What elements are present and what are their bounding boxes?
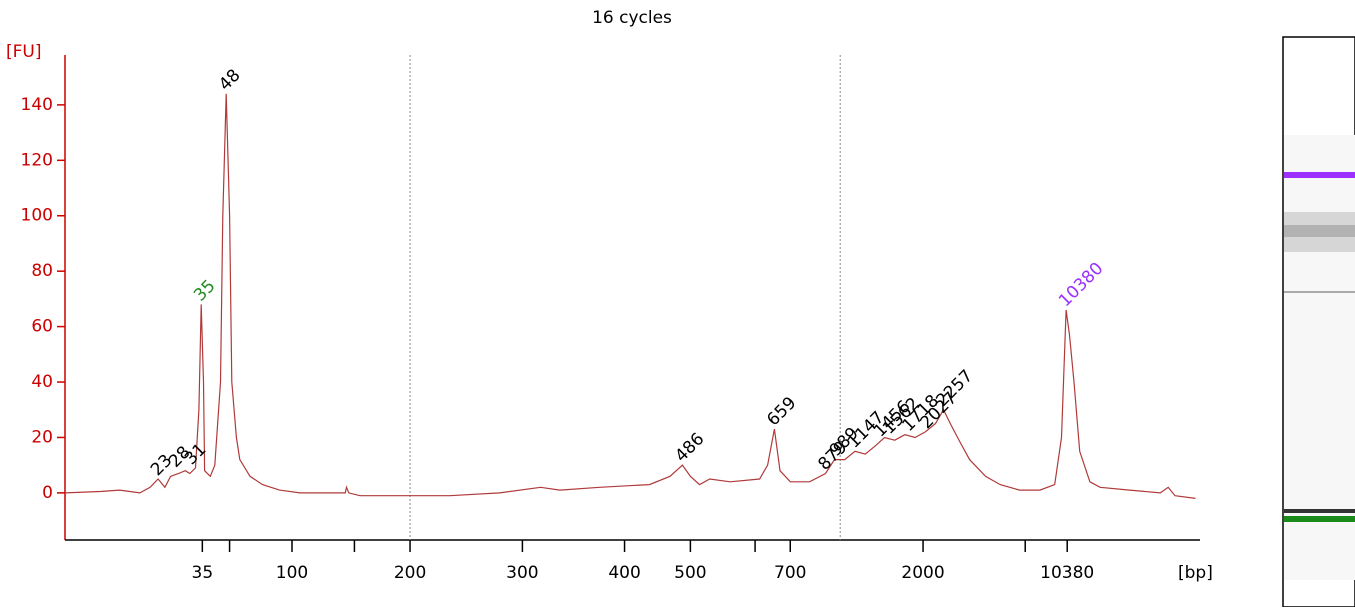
x-tick-label: 700	[774, 563, 806, 583]
x-tick-label: 100	[276, 563, 308, 583]
x-tick-label: 300	[506, 563, 538, 583]
y-tick-label: 120	[21, 150, 53, 170]
gel-band	[1284, 509, 1355, 513]
trace	[64, 93, 1196, 499]
y-tick-label: 40	[31, 372, 53, 392]
x-tick-label: 200	[394, 563, 426, 583]
x-tick-label: 400	[608, 563, 640, 583]
x-axis-label: [bp]	[1178, 563, 1213, 583]
peak-label: 10380	[1055, 259, 1107, 311]
gel-band	[1284, 172, 1355, 178]
y-axis-label: [FU]	[6, 42, 42, 62]
x-tick-label: 10380	[1040, 563, 1094, 583]
gel-background	[1284, 135, 1355, 580]
gel-band	[1284, 225, 1355, 237]
peak-label: 659	[763, 393, 800, 430]
gel-lane	[1282, 36, 1355, 608]
x-tick-label: 35	[192, 563, 214, 583]
x-tick-label: 500	[674, 563, 706, 583]
y-tick-label: 0	[42, 483, 53, 503]
gel-band	[1284, 516, 1355, 522]
y-tick-label: 20	[31, 427, 53, 447]
peak-label: 35	[190, 276, 219, 305]
y-tick-label: 60	[31, 317, 53, 337]
y-tick-label: 100	[21, 206, 53, 226]
chart-title: 16 cycles	[592, 8, 672, 28]
gel-band	[1284, 291, 1355, 293]
peak-label: 48	[215, 65, 244, 94]
x-tick-label: 2000	[901, 563, 944, 583]
y-tick-label: 80	[31, 261, 53, 281]
peak-label: 486	[671, 429, 708, 466]
y-tick-label: 140	[21, 95, 53, 115]
